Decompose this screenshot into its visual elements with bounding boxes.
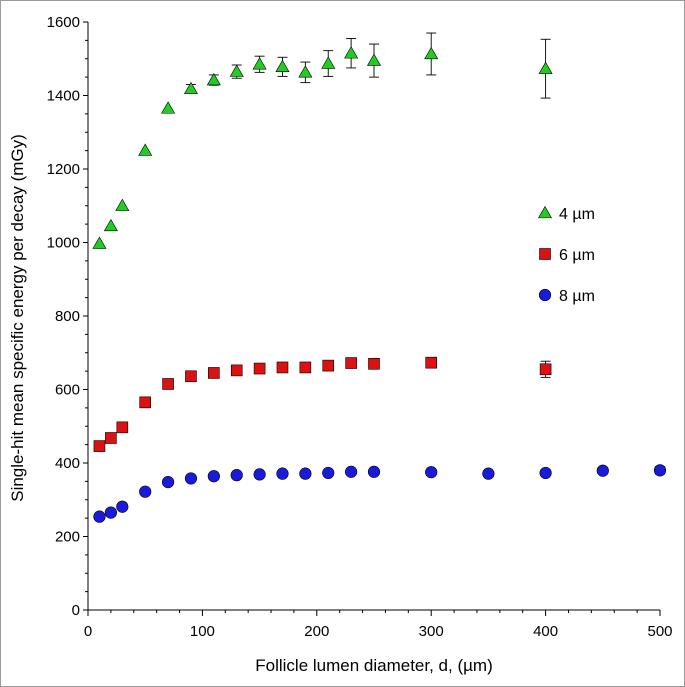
data-point (206, 72, 221, 86)
data-point (229, 64, 244, 77)
data-point (366, 53, 382, 66)
data-point (276, 361, 289, 374)
data-point (482, 467, 495, 480)
data-point (425, 466, 438, 479)
data-point (345, 357, 357, 369)
data-point (596, 464, 609, 477)
data-point (103, 218, 118, 232)
data-point (322, 359, 335, 372)
y-tick-label: 600 (55, 382, 80, 399)
y-tick-label: 200 (55, 529, 80, 546)
x-tick-label: 100 (190, 623, 215, 640)
data-point (161, 101, 176, 114)
data-point (185, 370, 197, 383)
legend: 4 µm 6 µm 8 µm (537, 205, 595, 305)
y-tick-label: 1600 (47, 14, 80, 31)
legend-marker (538, 288, 552, 302)
y-tick-label: 400 (55, 455, 80, 472)
data-point (208, 367, 220, 379)
data-point (253, 468, 266, 481)
y-tick-label: 800 (55, 308, 80, 325)
data-point (115, 198, 130, 211)
data-marks (92, 32, 667, 523)
data-point (298, 65, 313, 78)
y-tick-label: 0 (72, 602, 80, 619)
data-point (139, 485, 152, 498)
series-square (93, 356, 552, 452)
legend-marker (539, 248, 551, 260)
x-tick-label: 400 (533, 623, 558, 640)
data-point (207, 470, 220, 483)
data-point (425, 356, 438, 369)
data-point (92, 236, 107, 249)
data-point (183, 81, 198, 95)
series-triangle (92, 32, 553, 249)
data-point (161, 476, 175, 489)
y-tick-label: 1000 (47, 235, 80, 252)
data-point (93, 440, 106, 452)
data-point (93, 510, 106, 523)
data-point (424, 46, 439, 60)
data-point (368, 357, 380, 370)
x-tick-label: 0 (84, 623, 92, 640)
data-point (344, 46, 359, 59)
data-point (116, 421, 129, 434)
data-point (538, 61, 553, 74)
data-point (653, 464, 667, 477)
data-point (184, 472, 198, 485)
legend-label: 4 µm (559, 206, 595, 223)
legend-label: 8 µm (559, 288, 595, 305)
data-point (105, 432, 117, 444)
data-point (322, 466, 335, 480)
data-point (230, 469, 243, 482)
data-point (139, 396, 151, 409)
data-point (539, 466, 552, 480)
data-point (104, 506, 117, 519)
legend-marker (537, 205, 553, 219)
data-point (321, 56, 336, 69)
x-tick-label: 300 (419, 623, 444, 640)
data-point (299, 467, 312, 480)
x-axis-label: Follicle lumen diameter, d, (µm) (255, 656, 492, 675)
data-point (539, 363, 552, 376)
data-point (275, 59, 290, 73)
data-point (299, 361, 312, 374)
legend-label: 6 µm (559, 247, 595, 264)
data-point (116, 500, 129, 513)
data-point (367, 465, 381, 478)
x-tick-label: 200 (304, 623, 329, 640)
data-point (138, 143, 153, 156)
data-point (252, 57, 267, 70)
y-axis-label: Single-hit mean specific energy per deca… (8, 134, 27, 502)
x-tick-label: 500 (647, 623, 672, 640)
data-point (276, 467, 289, 480)
series-circle (93, 464, 667, 523)
axes: 0 200 400 600 800 1000 1200 1400 1600 0 100 200 300 4… (47, 14, 673, 640)
y-tick-label: 1200 (47, 161, 80, 178)
y-tick-label: 1400 (47, 88, 80, 105)
data-point (345, 465, 358, 478)
data-point (162, 378, 174, 390)
data-point (230, 364, 243, 377)
data-point (253, 362, 266, 375)
